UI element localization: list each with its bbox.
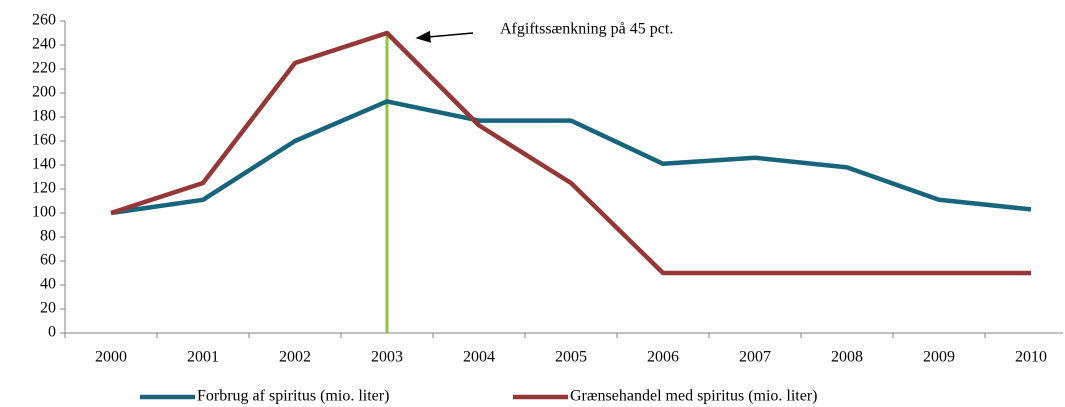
y-tick-label: 100 [32,204,56,221]
x-tick-label: 2001 [187,349,219,366]
legend-label: Forbrug af spiritus (mio. liter) [197,388,389,405]
y-tick-label: 40 [40,276,56,293]
x-tick-label: 2010 [1015,349,1047,366]
y-tick-label: 220 [32,60,56,77]
y-tick-label: 60 [40,252,56,269]
series-line [110,30,1031,276]
y-tick-label: 140 [32,156,56,173]
x-tick-label: 2004 [463,349,495,366]
x-tick-label: 2005 [555,349,587,366]
legend-label: Grænsehandel med spiritus (mio. liter) [570,388,818,405]
y-tick-label: 240 [32,36,56,53]
y-tick-label: 0 [48,324,56,341]
y-tick-label: 260 [32,12,56,29]
annotation: Afgiftssænkning på 45 pct. [500,21,673,38]
annotation-arrow [415,30,474,43]
y-tick-label: 200 [32,84,56,101]
x-tick-label: 2003 [371,349,403,366]
x-tick-label: 2007 [739,349,771,366]
x-tick-label: 2006 [647,349,679,366]
y-tick-label: 180 [32,108,56,125]
x-tick-label: 2002 [279,349,311,366]
y-tick-label: 20 [40,300,56,317]
series-line [110,99,1032,216]
y-tick-label: 120 [32,180,56,197]
y-tick-label: 160 [32,132,56,149]
x-tick-label: 2009 [923,349,955,366]
y-tick-label: 80 [40,228,56,245]
x-tick-label: 2008 [831,349,863,366]
x-tick-label: 2000 [95,349,127,366]
